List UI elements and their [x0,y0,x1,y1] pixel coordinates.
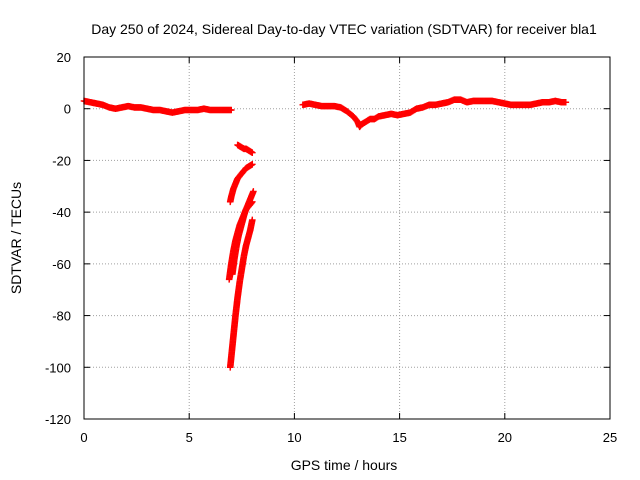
grid-lines [84,57,610,419]
x-tick-label: 10 [287,430,301,445]
x-tick-label: 25 [603,430,617,445]
x-tick-label: 15 [392,430,406,445]
series-segment-3 [226,161,256,206]
data-point [249,149,256,156]
data-point [250,188,257,195]
x-axis-label: GPS time / hours [291,457,398,473]
y-tick-label: -20 [52,153,71,168]
y-tick-label: -120 [45,412,71,427]
x-axis-tick-labels: 0 5 10 15 20 25 [80,430,617,445]
series-segment-1 [80,97,235,116]
series-segment-5 [229,188,257,278]
x-tick-label: 5 [186,430,193,445]
y-axis-tick-labels: 20 0 -20 -40 -60 -80 -100 -120 [45,50,71,427]
y-tick-label: -100 [45,360,71,375]
series-segment-6 [226,216,256,371]
y-tick-label: 0 [64,102,71,117]
series-segment-2 [234,141,256,156]
y-tick-label: -40 [52,205,71,220]
x-tick-label: 0 [80,430,87,445]
x-tick-label: 20 [498,430,512,445]
data-point [227,106,235,114]
data-point [249,216,256,224]
data-points [80,96,570,371]
data-point [562,98,570,106]
y-tick-label: -60 [52,257,71,272]
data-point [249,161,256,168]
plot-frame [83,56,611,420]
y-tick-label: -80 [52,309,71,324]
y-tick-label: 20 [57,50,71,65]
y-axis-label: SDTVAR / TECUs [8,182,24,294]
axis-ticks [83,56,611,420]
chart-title: Day 250 of 2024, Sidereal Day-to-day VTE… [91,21,597,37]
series-segment-7 [299,96,570,131]
